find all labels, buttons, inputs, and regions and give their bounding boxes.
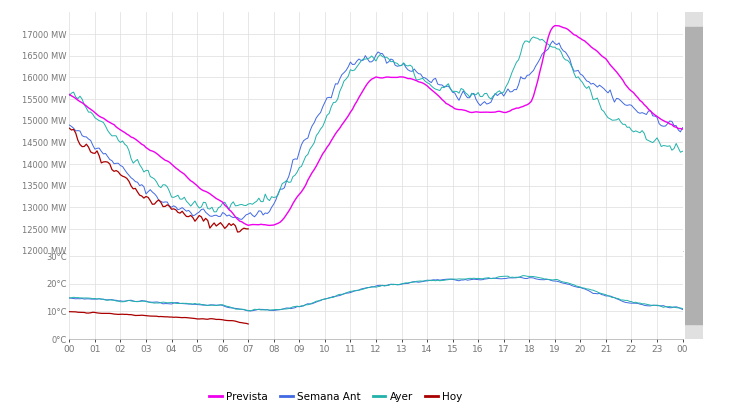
Legend: Prevista, Semana Ant, Ayer, Hoy: Prevista, Semana Ant, Ayer, Hoy (205, 388, 466, 406)
